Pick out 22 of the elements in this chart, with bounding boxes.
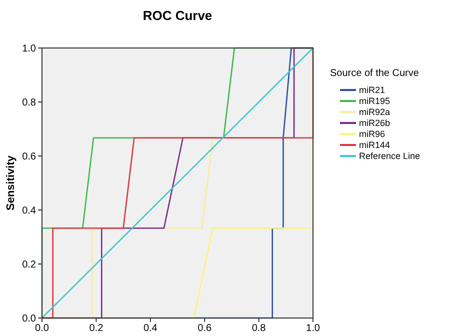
x-tick-label: 0.4 [143,323,158,334]
x-tick-label: 0.8 [252,323,266,334]
legend-label: miR144 [359,140,390,150]
legend-label: miR92a [359,107,390,117]
y-tick-label: 0.4 [22,206,36,216]
legend-label: miR21 [359,85,386,95]
legend-label: miR96 [359,129,386,139]
y-tick-label: 0.2 [22,260,36,270]
y-tick-label: 0.0 [22,314,36,324]
y-tick-label: 0.6 [22,152,36,162]
legend-label: Reference Line [359,151,420,161]
legend-title: Source of the Curve [330,68,420,79]
y-axis-title: Sensitivity [5,154,17,211]
legend-label: miR26b [359,118,390,128]
x-tick-label: 0.6 [198,323,212,334]
chart-title: ROC Curve [142,8,212,23]
x-tick-label: 0.2 [89,323,104,334]
x-tick-label: 1.0 [306,323,320,334]
x-tick-label: 0.0 [35,323,50,334]
y-tick-label: 0.8 [22,98,36,108]
y-tick-label: 1.0 [22,44,36,54]
legend-label: miR195 [359,96,390,106]
